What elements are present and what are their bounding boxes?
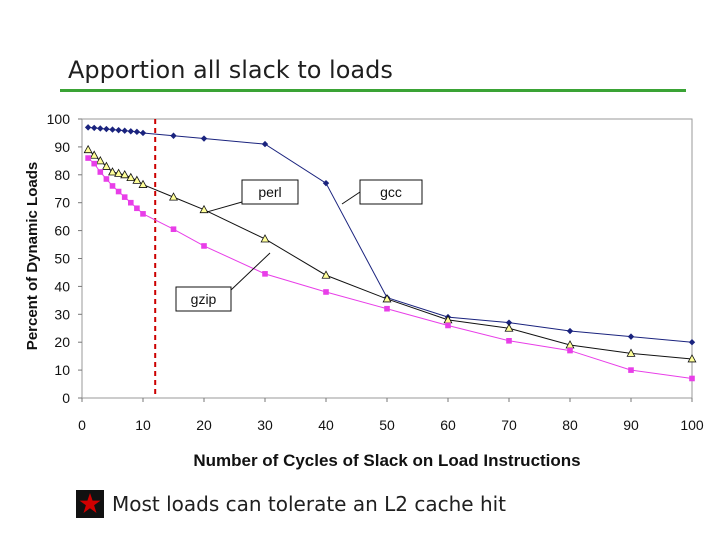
data-point-gcc [115, 126, 122, 134]
data-point-gcc [133, 128, 141, 136]
y-tick-label: 30 [54, 306, 70, 322]
data-point-gzip [567, 347, 573, 354]
y-tick-label: 70 [54, 195, 70, 211]
callout-leader-gcc [341, 191, 361, 205]
data-point-perl [169, 192, 178, 201]
data-point-perl [108, 167, 117, 176]
data-point-perl [95, 156, 105, 165]
callout-box-gzip [175, 286, 232, 312]
x-tick-label: 50 [379, 417, 395, 433]
bullet-point: Most loads can tolerate an L2 cache hit [76, 490, 506, 518]
data-point-gzip [134, 205, 140, 212]
x-axis-title: Number of Cycles of Slack on Load Instru… [193, 451, 580, 470]
y-tick-label: 100 [47, 111, 71, 127]
callout-label-gcc: gcc [380, 184, 402, 200]
data-point-gcc [109, 126, 116, 133]
data-point-gzip [128, 199, 134, 206]
data-point-gzip [323, 289, 329, 295]
data-point-gzip [689, 375, 695, 382]
callout-box-perl [241, 179, 299, 205]
data-point-perl [120, 169, 130, 179]
y-tick-label: 0 [62, 390, 70, 406]
data-point-gcc [127, 128, 134, 135]
data-point-gzip [121, 194, 128, 200]
data-point-gcc [688, 339, 696, 346]
x-tick-label: 90 [623, 417, 639, 433]
x-tick-label: 70 [501, 417, 517, 433]
y-tick-label: 60 [54, 223, 70, 239]
x-tick-label: 40 [318, 417, 334, 433]
y-tick-label: 80 [54, 167, 70, 183]
data-point-gzip [140, 211, 146, 217]
data-point-perl [101, 161, 111, 170]
x-tick-label: 80 [562, 417, 578, 433]
data-point-perl [114, 168, 124, 177]
data-point-gcc [200, 135, 208, 142]
y-tick-label: 20 [54, 334, 70, 350]
callout-leader-perl [207, 201, 243, 213]
data-point-gcc [121, 127, 128, 134]
y-tick-label: 90 [54, 139, 70, 155]
y-tick-label: 10 [54, 362, 70, 378]
x-tick-label: 20 [196, 417, 212, 433]
data-point-gzip [91, 160, 97, 167]
data-point-gcc [91, 124, 98, 132]
y-axis-title: Percent of Dynamic Loads [24, 162, 41, 350]
data-point-gcc [566, 327, 574, 335]
callout-label-perl: perl [258, 184, 281, 200]
data-point-perl [138, 179, 148, 188]
data-point-gzip [103, 176, 110, 182]
data-point-perl [132, 175, 142, 184]
data-point-gzip [506, 338, 512, 344]
star-icon [76, 490, 104, 518]
callout-label-gzip: gzip [191, 291, 217, 307]
y-tick-label: 50 [54, 251, 70, 267]
data-point-perl [83, 144, 93, 154]
data-point-perl [504, 323, 514, 332]
x-tick-label: 10 [135, 417, 151, 433]
data-point-gcc [505, 319, 513, 326]
data-point-gzip [109, 183, 116, 189]
callout-box-gcc [359, 179, 423, 205]
data-point-gcc [97, 125, 104, 132]
data-point-gcc [627, 333, 635, 340]
data-point-gzip [384, 305, 390, 312]
data-point-gcc [103, 125, 110, 133]
data-point-gcc [322, 179, 330, 187]
data-point-gzip [97, 169, 104, 175]
data-point-perl [626, 348, 636, 357]
data-point-perl [126, 172, 136, 181]
plot-area [81, 118, 693, 399]
x-tick-label: 0 [78, 417, 86, 433]
callout-leader-gzip [230, 252, 271, 291]
data-point-gcc [261, 140, 269, 148]
title-underline [60, 89, 686, 92]
data-point-gzip [115, 188, 122, 195]
data-point-gcc [84, 124, 92, 131]
data-point-gzip [628, 367, 634, 373]
y-tick-label: 40 [54, 278, 70, 294]
data-point-gzip [85, 155, 91, 161]
bullet-text: Most loads can tolerate an L2 cache hit [112, 492, 507, 516]
data-point-perl [687, 354, 697, 363]
data-point-perl [260, 234, 270, 243]
data-point-gcc [139, 129, 147, 137]
x-tick-label: 100 [680, 417, 704, 433]
x-tick-label: 30 [257, 417, 273, 433]
data-point-gzip [170, 226, 177, 233]
data-point-gzip [262, 271, 268, 277]
data-point-gzip [445, 322, 451, 329]
slide-title: Apportion all slack to loads [68, 56, 393, 84]
data-point-perl [382, 294, 392, 303]
data-point-perl [89, 150, 99, 159]
data-point-gzip [201, 243, 207, 249]
x-tick-label: 60 [440, 417, 456, 433]
data-point-gcc [170, 132, 177, 139]
data-point-perl [321, 270, 331, 279]
data-point-perl [199, 204, 209, 214]
